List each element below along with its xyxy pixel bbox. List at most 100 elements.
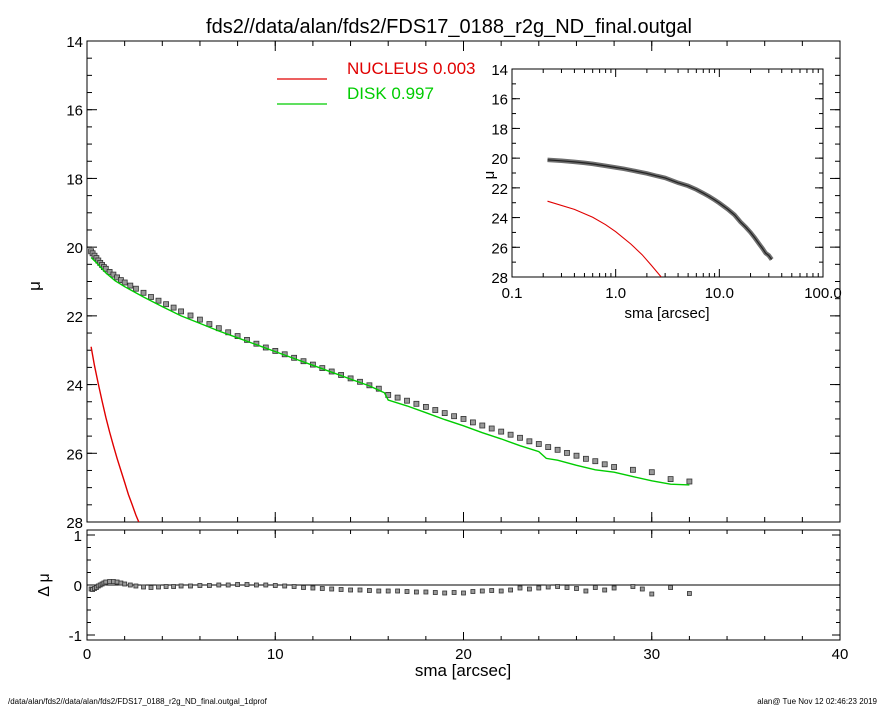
residual-point — [329, 586, 335, 592]
residual-point — [272, 583, 278, 588]
y-tick-label: 28 — [491, 270, 508, 287]
y-tick-label: 16 — [491, 92, 508, 109]
y-tick-label: 16 — [66, 103, 83, 120]
y-tick-label: 20 — [491, 151, 508, 168]
residual-point — [319, 586, 325, 591]
nucleus-line — [90, 346, 140, 522]
y-tick-label: 20 — [66, 240, 83, 257]
legend-entry: DISK 0.997 — [347, 84, 434, 103]
data-point — [196, 316, 203, 323]
residual-point — [291, 584, 297, 589]
chart-title: fds2//data/alan/fds2/FDS17_0188_r2g_ND_f… — [206, 16, 692, 38]
y-tick-label: 22 — [66, 309, 83, 326]
residual-point — [489, 588, 495, 593]
residual-point — [107, 579, 112, 584]
data-point — [451, 413, 458, 420]
residual-point — [611, 585, 617, 591]
data-point — [545, 444, 552, 451]
data-point — [564, 449, 570, 456]
residual-point — [649, 591, 655, 597]
y-tick-label: 24 — [66, 378, 83, 395]
inset-panel: 14 16 18 20 22 24 26 280.1 1.0 10.0 100.0 sma [arcs… — [481, 62, 842, 322]
data-point — [686, 478, 693, 485]
data-point — [155, 297, 162, 304]
residual-point — [282, 583, 288, 589]
data-point — [441, 410, 448, 417]
data-point — [413, 400, 420, 407]
data-point — [422, 403, 429, 410]
y-tick-label: 0 — [74, 578, 82, 595]
residual-point — [564, 585, 570, 590]
residual-point — [114, 579, 120, 585]
x-tick-label: 30 — [643, 646, 660, 663]
residual-point — [687, 591, 692, 596]
data-point — [163, 301, 170, 308]
data-point — [535, 441, 542, 447]
residual-point — [197, 583, 203, 588]
y-axis-label: μ — [481, 171, 498, 180]
nucleus-line — [547, 200, 662, 277]
residual-point — [366, 588, 372, 593]
disk-line — [90, 256, 690, 486]
residual-point — [413, 589, 419, 595]
residual-point — [508, 587, 514, 593]
x-axis-label: sma [arcsec] — [624, 305, 709, 322]
residual-point — [555, 584, 560, 589]
residual-point — [470, 589, 476, 594]
residual-point — [163, 584, 169, 589]
data-point — [148, 294, 154, 300]
data-point — [187, 312, 194, 319]
x-tick-label: 100.0 — [804, 285, 842, 302]
data-point — [121, 279, 128, 286]
residual-point — [244, 582, 250, 587]
residual-point — [235, 582, 241, 587]
residual-point — [357, 587, 363, 593]
residual-point — [527, 586, 532, 592]
legend: NUCLEUS 0.003 DISK 0.997 — [277, 59, 476, 105]
residual-point — [545, 584, 551, 590]
data-point — [404, 397, 410, 404]
residual-point — [602, 587, 608, 593]
residual-point — [479, 588, 485, 594]
data-point — [517, 434, 523, 441]
data-point — [479, 422, 486, 429]
data-point — [469, 419, 476, 426]
y-tick-label: 1 — [74, 528, 82, 545]
residual-point — [263, 582, 269, 588]
residual-point — [225, 582, 231, 588]
data-point — [507, 431, 514, 438]
data-point — [573, 452, 580, 459]
y-tick-label: 24 — [491, 211, 508, 228]
data-point — [601, 461, 608, 468]
data-point — [170, 304, 177, 311]
residual-point — [188, 583, 193, 589]
main-panel: 14 16 18 20 22 24 26 28 μ NUCLEUS 0.003 DISK 0.997 — [25, 34, 841, 532]
residual-point — [395, 588, 401, 594]
x-tick-label: 1.0 — [605, 285, 626, 302]
residual-point — [668, 585, 673, 590]
x-axis-label: sma [arcsec] — [415, 661, 511, 680]
data-point — [234, 333, 241, 340]
x-tick-label: 20 — [455, 646, 472, 663]
y-tick-label: 14 — [491, 62, 508, 79]
data-point — [611, 464, 617, 470]
y-tick-label: 28 — [66, 515, 83, 532]
residual-point — [423, 589, 429, 595]
residual-point — [432, 590, 438, 595]
data-point — [132, 285, 139, 292]
residual-point — [206, 583, 212, 588]
data-point — [592, 458, 599, 465]
residual-point — [536, 585, 542, 591]
data-point — [583, 455, 589, 462]
data-line — [547, 159, 773, 260]
x-tick-label: 0 — [83, 646, 91, 663]
residual-point — [451, 590, 457, 595]
residual-point — [517, 585, 523, 591]
data-point — [140, 289, 147, 296]
residual-point — [338, 587, 344, 592]
residual-point — [178, 583, 184, 589]
data-point — [488, 425, 495, 432]
x-tick-label: 40 — [832, 646, 849, 663]
x-tick-label: 10 — [267, 646, 284, 663]
y-tick-label: 26 — [66, 446, 83, 463]
